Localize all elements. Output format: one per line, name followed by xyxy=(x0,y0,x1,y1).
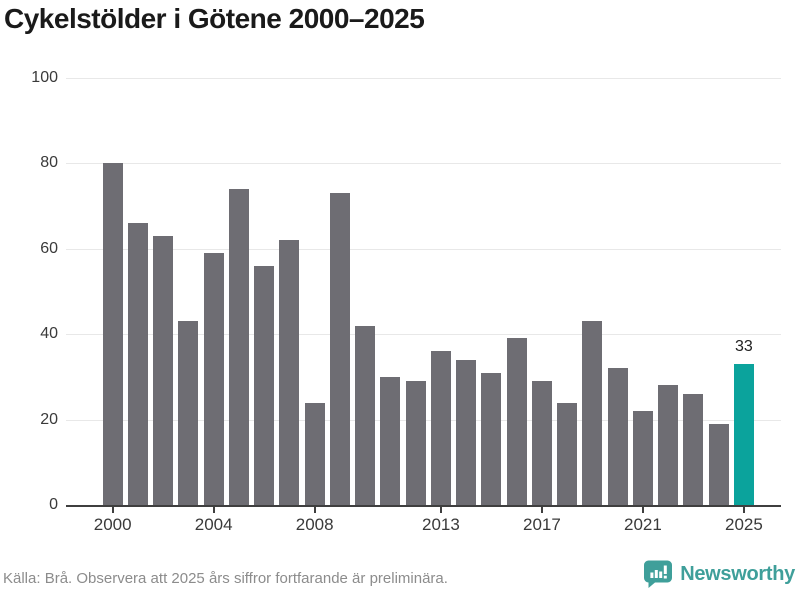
bar-2020 xyxy=(607,368,628,505)
bar-2012 xyxy=(405,381,426,505)
bar-2025 xyxy=(733,364,754,505)
chart-footer: Källa: Brå. Observera att 2025 års siffr… xyxy=(0,556,800,596)
bar-2021 xyxy=(632,411,653,505)
x-axis-tick xyxy=(439,507,442,513)
x-axis-tick-label: 2013 xyxy=(422,515,460,534)
gridline-100 xyxy=(66,78,781,79)
x-axis-tick xyxy=(111,507,114,513)
bar-2018 xyxy=(557,402,578,505)
newsworthy-logo-icon xyxy=(644,559,673,589)
bar-2005 xyxy=(228,189,249,505)
bar-2015 xyxy=(481,372,502,505)
x-axis-tick-label: 2000 xyxy=(93,515,132,534)
gridline-40 xyxy=(66,334,781,336)
gridline-80 xyxy=(66,163,781,165)
bar-2001 xyxy=(127,223,148,505)
y-axis-tick-label: 40 xyxy=(40,325,58,343)
highlight-value-label: 33 xyxy=(735,338,753,356)
gridline-60 xyxy=(66,248,781,250)
newsworthy-brand[interactable]: Newsworthy xyxy=(644,558,795,590)
plot-area: 0 20 40 60 80 100 33 2000 2004 2008 2013 2017 2021 20… xyxy=(31,69,781,534)
source-note: Källa: Brå. Observera att 2025 års siffr… xyxy=(3,570,448,587)
y-axis-tick-label: 20 xyxy=(40,410,58,428)
x-axis-tick xyxy=(212,507,215,513)
chart-title: Cykelstölder i Götene 2000–2025 xyxy=(4,3,425,34)
y-axis-tick-label: 60 xyxy=(40,239,58,257)
bar-2016 xyxy=(506,338,527,505)
bar-2013 xyxy=(430,351,451,505)
x-axis-line xyxy=(66,505,781,507)
bar-2010 xyxy=(355,325,376,505)
bar-2007 xyxy=(279,240,300,505)
bar-2024 xyxy=(708,423,729,505)
bar-2009 xyxy=(329,193,350,505)
x-axis-tick xyxy=(540,507,543,513)
bar-2011 xyxy=(380,376,401,505)
x-axis-tick xyxy=(742,507,745,513)
bar-2000 xyxy=(102,163,123,505)
y-axis-tick-label: 80 xyxy=(40,154,58,172)
bar-2004 xyxy=(203,253,224,505)
bar-2017 xyxy=(531,381,552,505)
x-axis-tick-label: 2021 xyxy=(624,515,662,534)
bar-2014 xyxy=(456,359,477,505)
bar-2008 xyxy=(304,402,325,505)
bar-2022 xyxy=(658,385,679,505)
x-axis-tick xyxy=(313,507,316,513)
bar-2006 xyxy=(254,265,275,505)
bar-2019 xyxy=(582,321,603,505)
x-axis-tick-label: 2008 xyxy=(295,515,334,534)
x-axis-tick-label: 2017 xyxy=(523,515,561,534)
newsworthy-brand-name: Newsworthy xyxy=(680,562,795,585)
x-axis-tick-label: 2004 xyxy=(194,515,233,534)
x-axis-tick-label: 2025 xyxy=(725,515,763,534)
x-axis-tick xyxy=(641,507,644,513)
bar-2002 xyxy=(153,235,174,505)
bar-2003 xyxy=(178,321,199,505)
y-axis-tick-label: 0 xyxy=(49,496,58,513)
bar-2023 xyxy=(683,393,704,505)
y-axis-tick-label: 100 xyxy=(31,69,58,86)
